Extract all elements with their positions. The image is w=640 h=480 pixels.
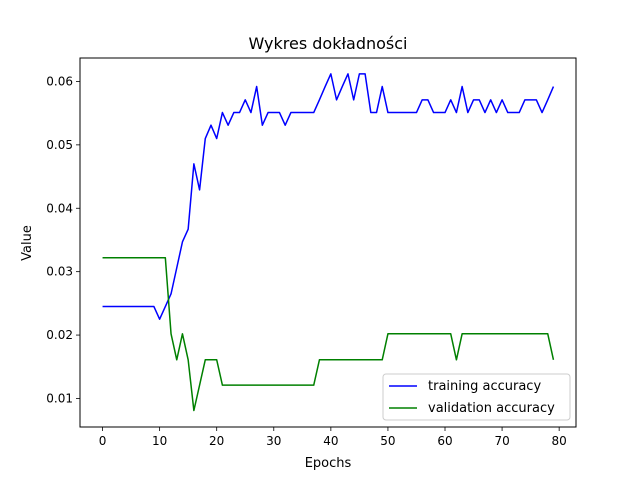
legend: training accuracy validation accuracy bbox=[382, 373, 571, 421]
series-line-2 bbox=[102, 256, 555, 412]
x-axis-label: Epochs bbox=[305, 456, 352, 471]
x-tick-label: 40 bbox=[323, 434, 338, 448]
legend-label: validation accuracy bbox=[428, 401, 555, 416]
y-tick-label: 0.04 bbox=[46, 201, 73, 215]
legend-label: training accuracy bbox=[428, 379, 541, 394]
legend-box bbox=[382, 373, 571, 421]
series-layer bbox=[102, 73, 555, 412]
x-tick-label: 60 bbox=[437, 434, 452, 448]
y-tick-label: 0.02 bbox=[46, 328, 73, 342]
y-tick-label: 0.03 bbox=[46, 265, 73, 279]
x-tick-label: 30 bbox=[266, 434, 281, 448]
chart-title: Wykres dokładności bbox=[249, 34, 408, 53]
x-tick-label: 70 bbox=[494, 434, 509, 448]
y-axis: 0.01 0.02 0.03 0.04 0.05 0.06 bbox=[46, 74, 80, 405]
y-tick-label: 0.05 bbox=[46, 138, 73, 152]
y-tick-label: 0.06 bbox=[46, 74, 73, 88]
x-axis: 0 10 20 30 40 50 60 70 80 bbox=[99, 427, 567, 448]
y-tick-label: 0.01 bbox=[46, 391, 73, 405]
plot-area-frame bbox=[79, 57, 577, 428]
x-tick-label: 0 bbox=[99, 434, 107, 448]
series-line-1 bbox=[102, 73, 555, 320]
x-tick-label: 20 bbox=[209, 434, 224, 448]
x-tick-label: 80 bbox=[552, 434, 567, 448]
y-axis-label: Value bbox=[20, 225, 35, 261]
x-tick-label: 10 bbox=[152, 434, 167, 448]
x-tick-label: 50 bbox=[380, 434, 395, 448]
